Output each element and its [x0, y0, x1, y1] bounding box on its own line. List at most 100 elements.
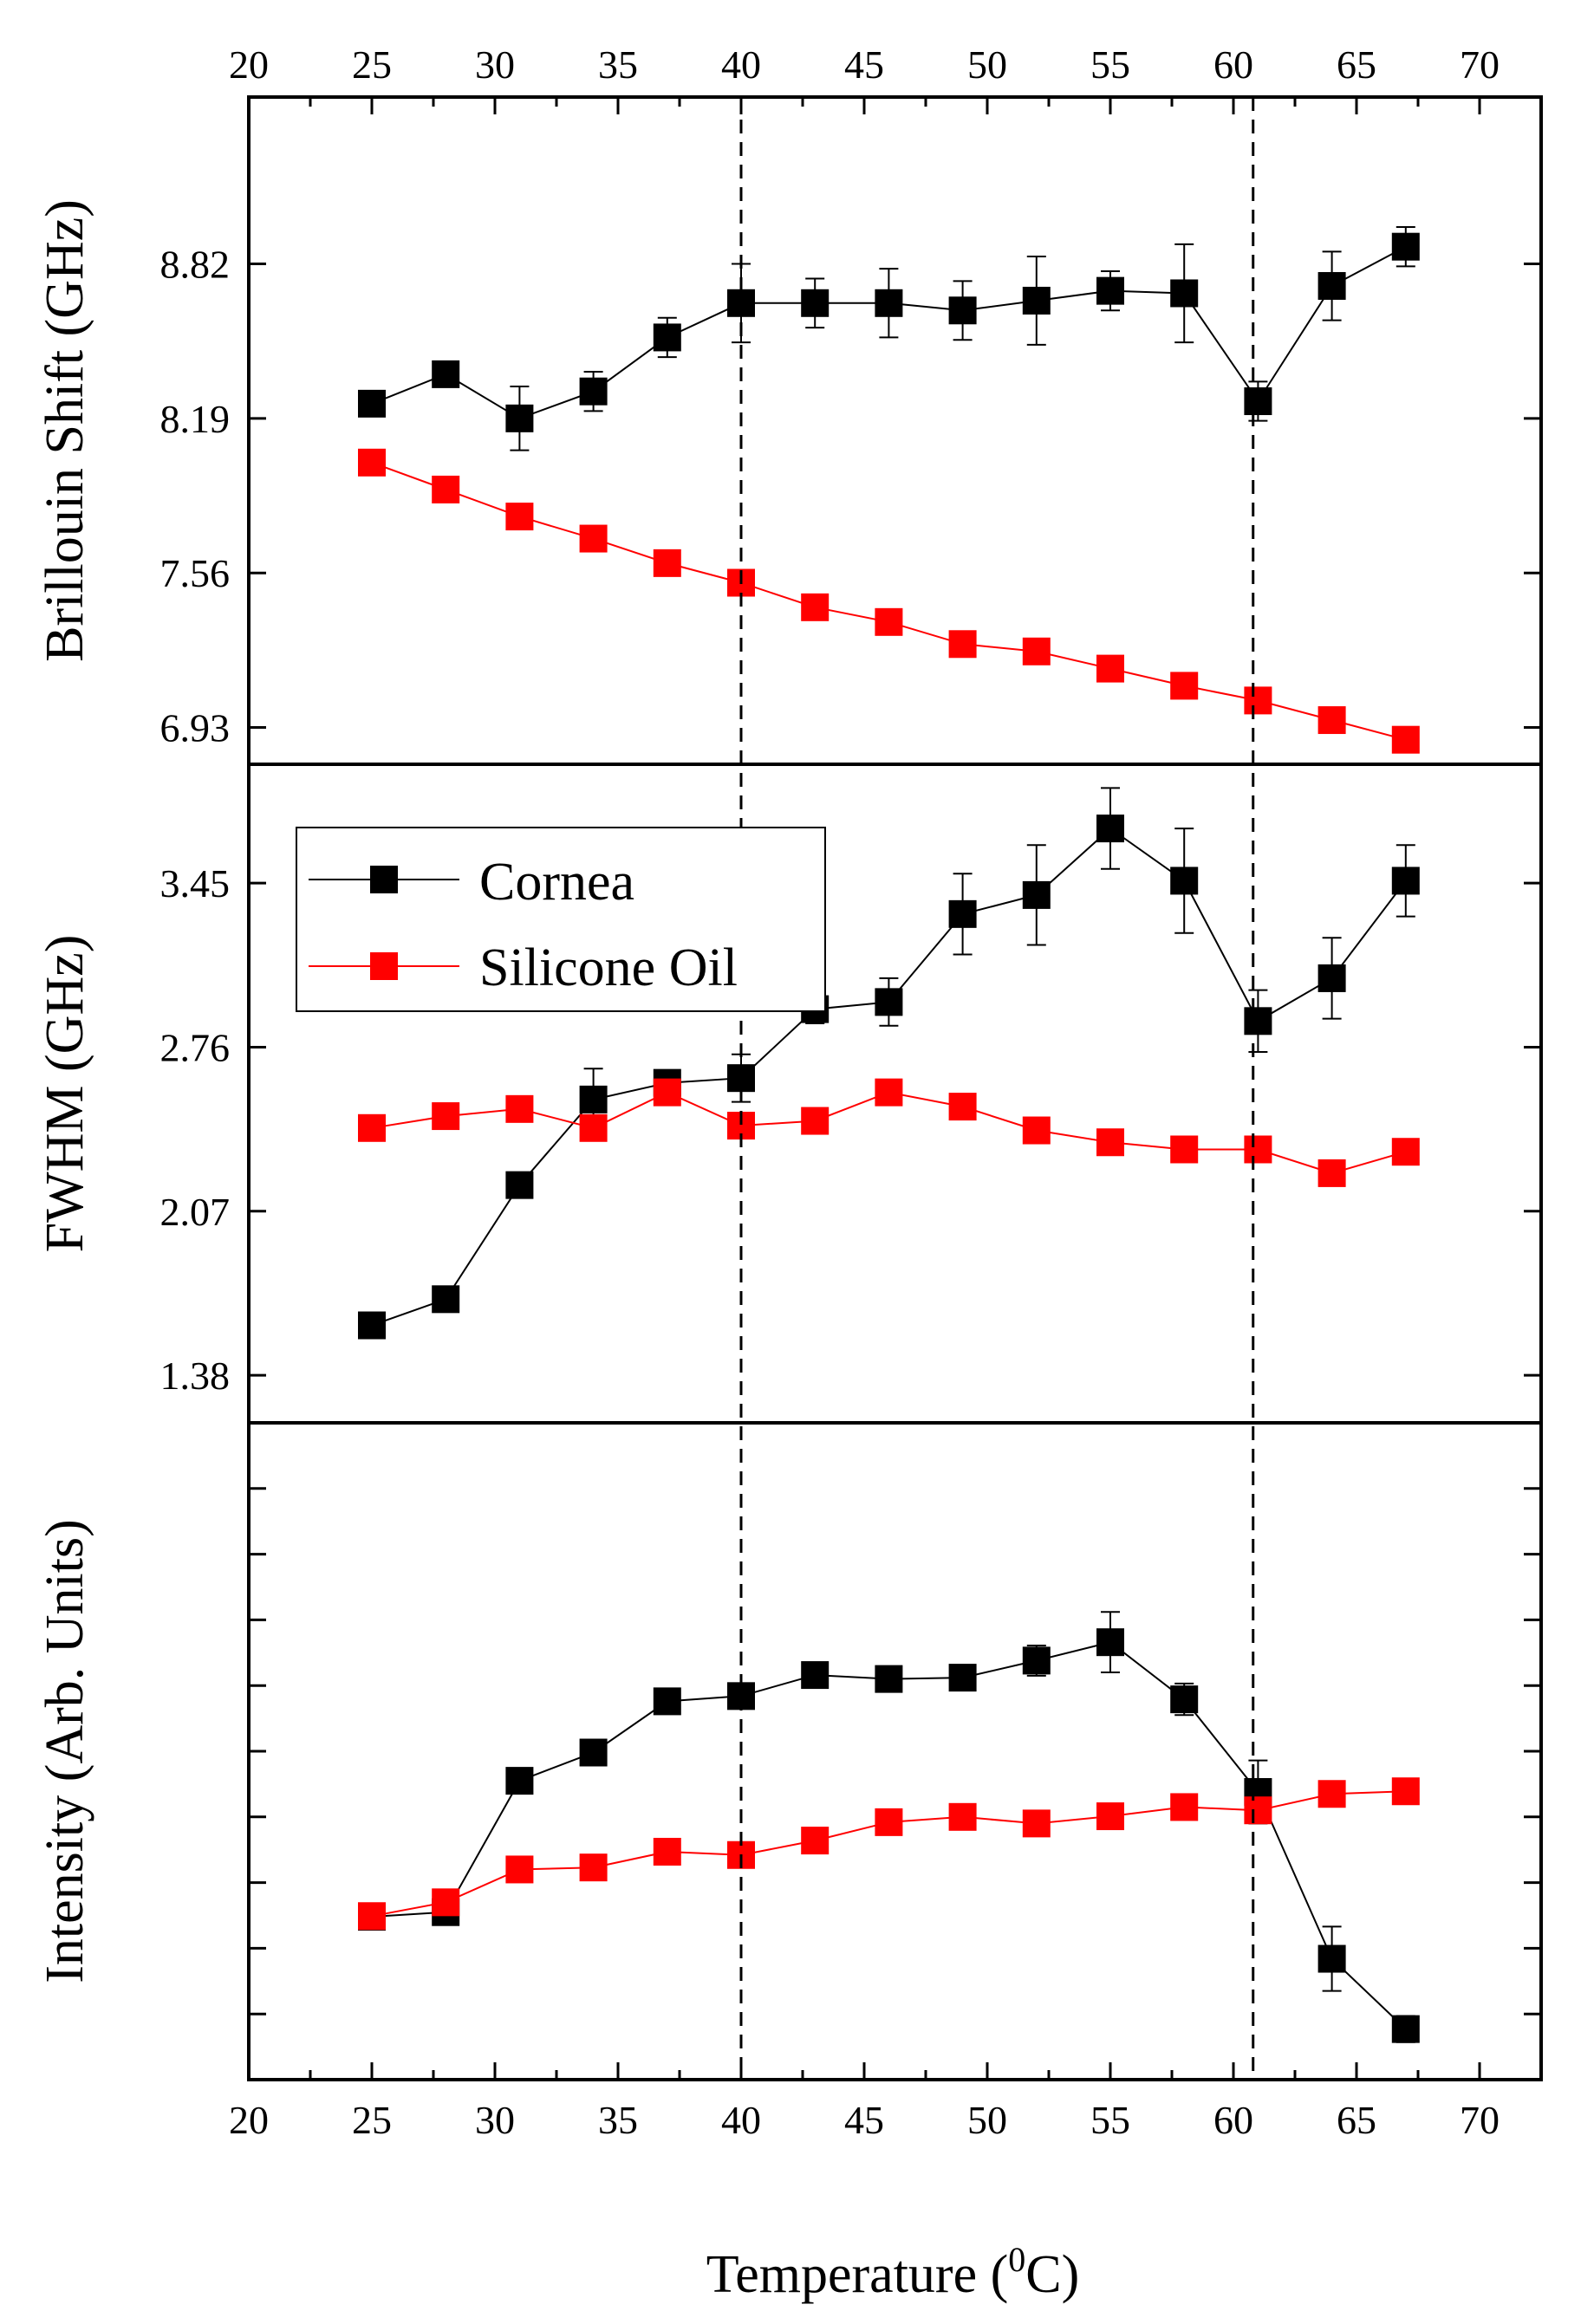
data-point	[579, 1113, 608, 1142]
data-point	[1391, 232, 1420, 261]
data-point	[948, 1093, 977, 1121]
data-point	[1391, 1138, 1420, 1166]
x-tick-label-bottom: 35	[598, 2098, 638, 2142]
data-point	[1244, 1135, 1272, 1164]
data-point	[1244, 686, 1272, 715]
data-point	[432, 1888, 460, 1917]
data-point	[653, 1837, 681, 1866]
data-point	[358, 1113, 386, 1142]
plot-frame	[247, 95, 1543, 2081]
data-point	[653, 1078, 681, 1107]
y-tick-label: 1.38	[160, 1354, 231, 1398]
data-point	[432, 1285, 460, 1314]
data-point	[505, 1767, 534, 1795]
data-point	[1391, 1777, 1420, 1806]
x-axis-title-superscript: 0	[1008, 2240, 1025, 2279]
legend-silicone-oil-label: Silicone Oil	[479, 938, 738, 997]
data-point	[432, 1102, 460, 1131]
series-silicone-oil	[358, 1078, 1420, 1187]
data-point	[875, 607, 903, 636]
data-point	[358, 389, 386, 418]
legend-silicone-oil-marker	[370, 952, 398, 980]
x-tick-label-bottom: 65	[1337, 2098, 1376, 2142]
data-point	[1096, 276, 1124, 305]
y-axis-title: Intensity (Arb. Units)	[36, 1519, 94, 1983]
data-point	[1022, 637, 1051, 665]
data-point	[1022, 880, 1051, 909]
x-tick-label-bottom: 60	[1213, 2098, 1253, 2142]
data-point	[653, 549, 681, 577]
y-tick-label: 2.07	[160, 1190, 231, 1234]
data-point	[1318, 1944, 1346, 1973]
data-point	[432, 360, 460, 388]
legend: Cornea Silicone Oil	[296, 827, 826, 1012]
data-point	[875, 1808, 903, 1836]
x-tick-label-top: 35	[598, 42, 638, 87]
data-point	[948, 899, 977, 928]
x-axis-title-prefix: Temperature (	[706, 2245, 1009, 2304]
x-tick-label-top: 60	[1213, 42, 1253, 87]
data-point	[1096, 1128, 1124, 1157]
data-point	[1318, 1159, 1346, 1187]
data-point	[801, 1827, 830, 1855]
x-tick-label-top: 20	[229, 42, 269, 87]
data-point	[579, 1853, 608, 1882]
data-point	[1244, 1796, 1272, 1825]
series-silicone-oil	[358, 1777, 1420, 1931]
data-point	[1170, 1135, 1199, 1164]
panel-intensity: Intensity (Arb. Units)	[36, 1487, 1541, 2043]
data-point	[505, 1855, 534, 1884]
data-point	[579, 1085, 608, 1113]
data-point	[1022, 1646, 1051, 1675]
y-tick-label: 8.82	[160, 243, 231, 287]
legend-cornea-marker	[370, 866, 398, 893]
x-axis-title: Temperature (0C)	[706, 2240, 1080, 2304]
data-point	[653, 323, 681, 352]
data-point	[1170, 867, 1199, 895]
data-point	[505, 404, 534, 432]
data-point	[1170, 279, 1199, 308]
x-tick-label-bottom: 40	[721, 2098, 761, 2142]
y-tick-label: 2.76	[160, 1025, 231, 1069]
panel-brillouin: 6.93 7.56 8.19 8.82 Brillouin Shift (GHz)	[36, 199, 1541, 754]
data-point	[1022, 286, 1051, 315]
reference-lines	[739, 97, 1255, 2080]
x-tick-label-bottom: 25	[352, 2098, 392, 2142]
data-point	[579, 1738, 608, 1767]
data-point	[801, 1661, 830, 1690]
legend-box	[296, 827, 826, 1012]
data-point	[579, 377, 608, 406]
data-point	[358, 1311, 386, 1340]
data-point	[875, 1078, 903, 1107]
data-point	[358, 448, 386, 477]
data-point	[1318, 1780, 1346, 1808]
data-point	[1022, 1116, 1051, 1145]
data-point	[1022, 1809, 1051, 1838]
y-tick-label: 7.56	[160, 551, 231, 595]
data-point	[1096, 654, 1124, 683]
data-point	[1318, 706, 1346, 735]
data-point	[1170, 672, 1199, 700]
data-point	[948, 630, 977, 659]
series-silicone-oil	[358, 448, 1420, 754]
y-tick-label: 8.19	[160, 397, 231, 441]
x-tick-label-top: 50	[967, 42, 1007, 87]
data-point	[948, 296, 977, 325]
data-point	[875, 289, 903, 317]
data-point	[1244, 387, 1272, 416]
data-point	[801, 1107, 830, 1135]
x-tick-label-top: 40	[721, 42, 761, 87]
y-tick-label: 6.93	[160, 706, 231, 750]
x-tick-label-bottom: 20	[229, 2098, 269, 2142]
data-point	[1318, 964, 1346, 992]
data-point	[1170, 1685, 1199, 1714]
data-point	[1096, 1802, 1124, 1831]
panel-fwhm: 1.38 2.07 2.76 3.45 FWHM (GHz)	[36, 787, 1541, 1398]
data-point	[358, 1902, 386, 1931]
x-tick-label-top: 25	[352, 42, 392, 87]
series-cornea	[358, 1611, 1420, 2043]
data-point	[948, 1664, 977, 1692]
data-point	[1391, 2015, 1420, 2043]
